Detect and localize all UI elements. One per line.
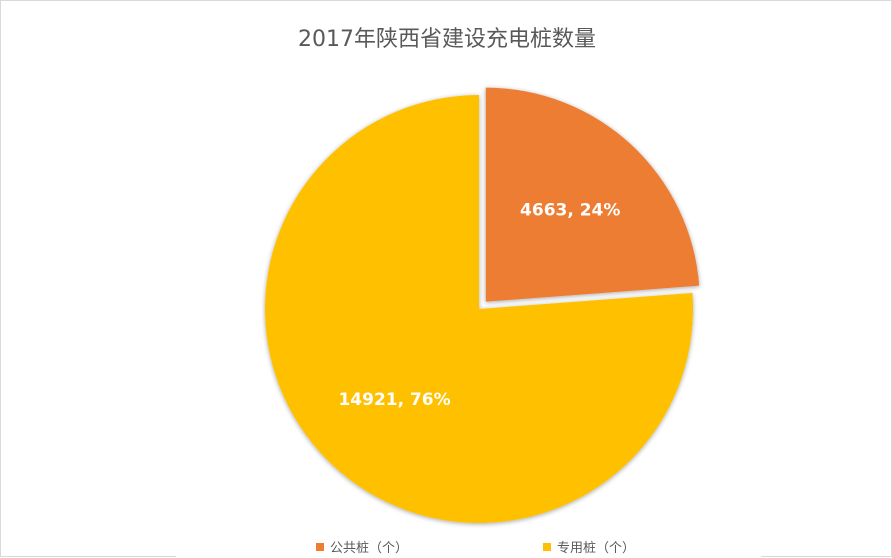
legend-item-private: 专用桩（个） (543, 537, 635, 556)
legend-label-private: 专用桩（个） (557, 541, 636, 556)
legend-swatch-private (543, 542, 551, 551)
data-label-public: 4663, 24% (520, 201, 620, 221)
legend-swatch-public (316, 542, 324, 551)
chart-title: 2017年陕西省建设充电桩数量 (298, 27, 596, 52)
data-label-private: 14921, 76% (338, 390, 450, 410)
legend: 公共桩（个） 专用桩（个） (176, 530, 761, 558)
pie-slice-private (264, 95, 693, 523)
legend-label-public: 公共桩（个） (330, 541, 409, 556)
legend-item-public: 公共桩（个） (316, 537, 408, 556)
pie-slice-public (485, 87, 700, 302)
